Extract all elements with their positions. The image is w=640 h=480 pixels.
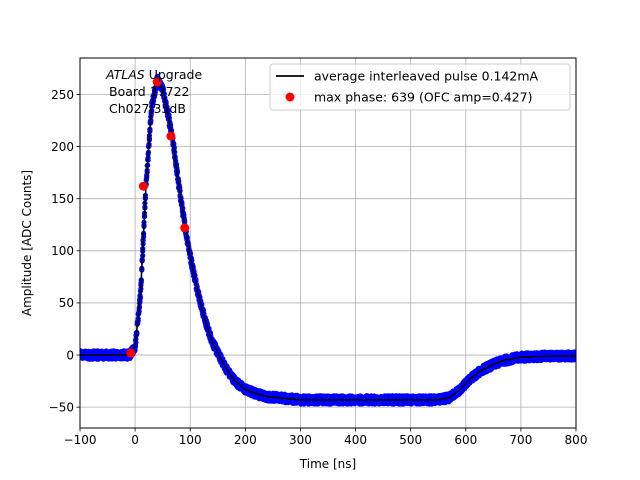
data-layer	[80, 73, 576, 407]
svg-text:ATLAS Upgrade: ATLAS Upgrade	[105, 67, 202, 82]
max-phase-point	[166, 131, 176, 141]
x-tick-label: 300	[289, 433, 312, 447]
x-tick-label: 500	[399, 433, 422, 447]
y-tick-label: 200	[51, 140, 74, 154]
annotation-channel: Ch027 35dB	[109, 101, 186, 116]
x-tick-label: 200	[234, 433, 257, 447]
x-axis-label: Time [ns]	[299, 457, 356, 471]
legend-label-max-phase: max phase: 639 (OFC amp=0.427)	[314, 90, 532, 105]
legend-label-average-pulse: average interleaved pulse 0.142mA	[314, 69, 539, 84]
average-pulse-line	[80, 76, 576, 401]
x-tick-label: 400	[344, 433, 367, 447]
annotation-upgrade: Upgrade	[145, 67, 203, 82]
annotation-board: Board 17722	[109, 84, 189, 99]
legend: average interleaved pulse 0.142mA max ph…	[269, 63, 571, 111]
y-tick-label: −50	[49, 400, 74, 414]
axes-ticks: −100 0 100 200 300 400 500 600 700 800 −50 0 50 100 15…	[49, 88, 588, 447]
legend-box	[269, 63, 571, 111]
legend-dot-swatch	[285, 92, 295, 102]
x-tick-label: 600	[454, 433, 477, 447]
x-tick-label: 700	[509, 433, 532, 447]
y-tick-label: 0	[66, 348, 74, 362]
x-tick-label: 800	[565, 433, 588, 447]
y-axis-label: Amplitude [ADC Counts]	[20, 170, 34, 316]
x-tick-label: 100	[179, 433, 202, 447]
max-phase-point	[138, 181, 148, 191]
plot-frame	[79, 57, 577, 429]
atlas-annotation: ATLAS Upgrade Board 17722 Ch027 35dB	[105, 67, 202, 116]
x-tick-label: −100	[64, 433, 97, 447]
max-phase-point	[126, 348, 136, 358]
y-tick-label: 50	[59, 296, 74, 310]
annotation-atlas: ATLAS	[105, 67, 145, 82]
x-tick-label: 0	[131, 433, 139, 447]
y-tick-label: 250	[51, 88, 74, 102]
y-tick-label: 100	[51, 244, 74, 258]
max-phase-point	[152, 77, 162, 87]
max-phase-point	[180, 223, 190, 233]
y-tick-label: 150	[51, 192, 74, 206]
